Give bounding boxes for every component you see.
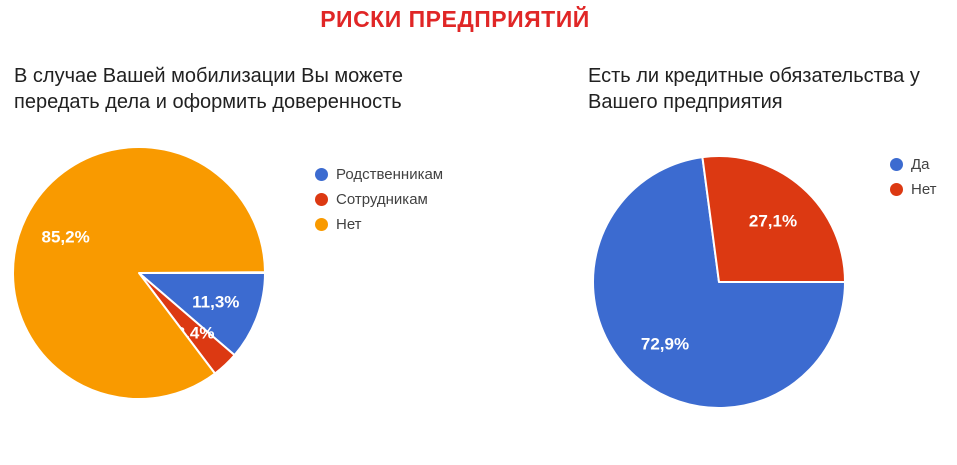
pie-slice[interactable] [12, 146, 266, 400]
pie-slice-label: 85,2% [41, 228, 89, 247]
legend-color-dot [890, 158, 903, 171]
pie-slice[interactable] [701, 155, 846, 283]
legend-item: Да [890, 152, 937, 177]
pie-chart-power-of-attorney[interactable]: 11,3%3,4%85,2% [11, 145, 267, 401]
legend-item: Сотрудникам [315, 187, 443, 212]
pie-chart-credit-obligations[interactable]: 72,9% 27,1% [591, 154, 847, 410]
chart-question-power-of-attorney: В случае Вашей мобилизации Вы можете пер… [14, 65, 403, 113]
chart-question-credit-obligations: Есть ли кредитные обязательства у Вашего… [588, 65, 920, 113]
legend-label: Родственникам [336, 166, 444, 183]
pie-slice-label: 72,9% [641, 335, 689, 354]
page-title: РИСКИ ПРЕДПРИЯТИЙ [320, 6, 590, 32]
legend-label: Сотрудникам [336, 191, 428, 208]
pie-slice-label: 11,3% [192, 293, 239, 312]
pie-slice-label: 27,1% [749, 211, 797, 230]
legend-item: Нет [315, 212, 443, 237]
legend-item: Родственникам [315, 162, 443, 187]
legend-label: Да [911, 156, 930, 173]
legend-color-dot [315, 193, 328, 206]
legend-color-dot [890, 183, 903, 196]
legend-label: Нет [911, 181, 937, 198]
legend-color-dot [315, 168, 328, 181]
legend-color-dot [315, 218, 328, 231]
legend-label: Нет [336, 216, 362, 233]
legend-power-of-attorney: Родственникам Сотрудникам Нет [315, 162, 443, 237]
legend-credit-obligations: Да Нет [890, 152, 937, 202]
pie-slice[interactable] [138, 272, 266, 357]
legend-item: Нет [890, 177, 937, 202]
